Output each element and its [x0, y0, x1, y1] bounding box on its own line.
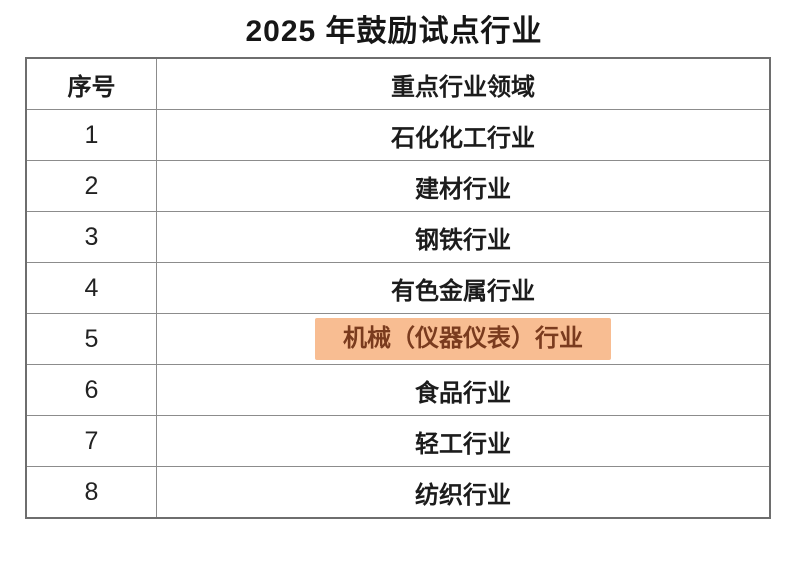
industry-name: 食品行业 [156, 364, 771, 416]
table-row: 5 机械（仪器仪表）行业 [25, 313, 771, 365]
highlighted-industry: 机械（仪器仪表）行业 [315, 317, 611, 361]
table-row: 7 轻工行业 [25, 415, 771, 467]
table-row: 6 食品行业 [25, 364, 771, 416]
industry-name: 有色金属行业 [156, 262, 771, 314]
header-cell-industry: 重点行业领域 [156, 57, 771, 110]
industry-name: 轻工行业 [156, 415, 771, 467]
industry-name: 钢铁行业 [156, 211, 771, 263]
header-cell-no: 序号 [25, 57, 157, 110]
table-row: 4 有色金属行业 [25, 262, 771, 314]
industry-name: 纺织行业 [156, 466, 771, 519]
row-number: 8 [25, 466, 157, 519]
table-row: 8 纺织行业 [25, 466, 771, 519]
page-title: 2025 年鼓励试点行业 [245, 15, 543, 48]
row-number: 3 [25, 211, 157, 263]
industry-name: 机械（仪器仪表）行业 [156, 313, 771, 365]
industry-name: 建材行业 [156, 160, 771, 212]
row-number: 5 [25, 313, 157, 365]
header-row: 序号 重点行业领域 [25, 57, 771, 110]
table-row: 3 钢铁行业 [25, 211, 771, 263]
row-number: 2 [25, 160, 157, 212]
industry-name: 石化化工行业 [156, 109, 771, 161]
row-number: 6 [25, 364, 157, 416]
row-number: 4 [25, 262, 157, 314]
table-row: 2 建材行业 [25, 160, 771, 212]
row-number: 7 [25, 415, 157, 467]
table-row: 1 石化化工行业 [25, 109, 771, 161]
row-number: 1 [25, 109, 157, 161]
industry-table: 序号 重点行业领域 1 石化化工行业 2 建材行业 3 钢铁行业 4 有色金属行… [25, 57, 771, 519]
